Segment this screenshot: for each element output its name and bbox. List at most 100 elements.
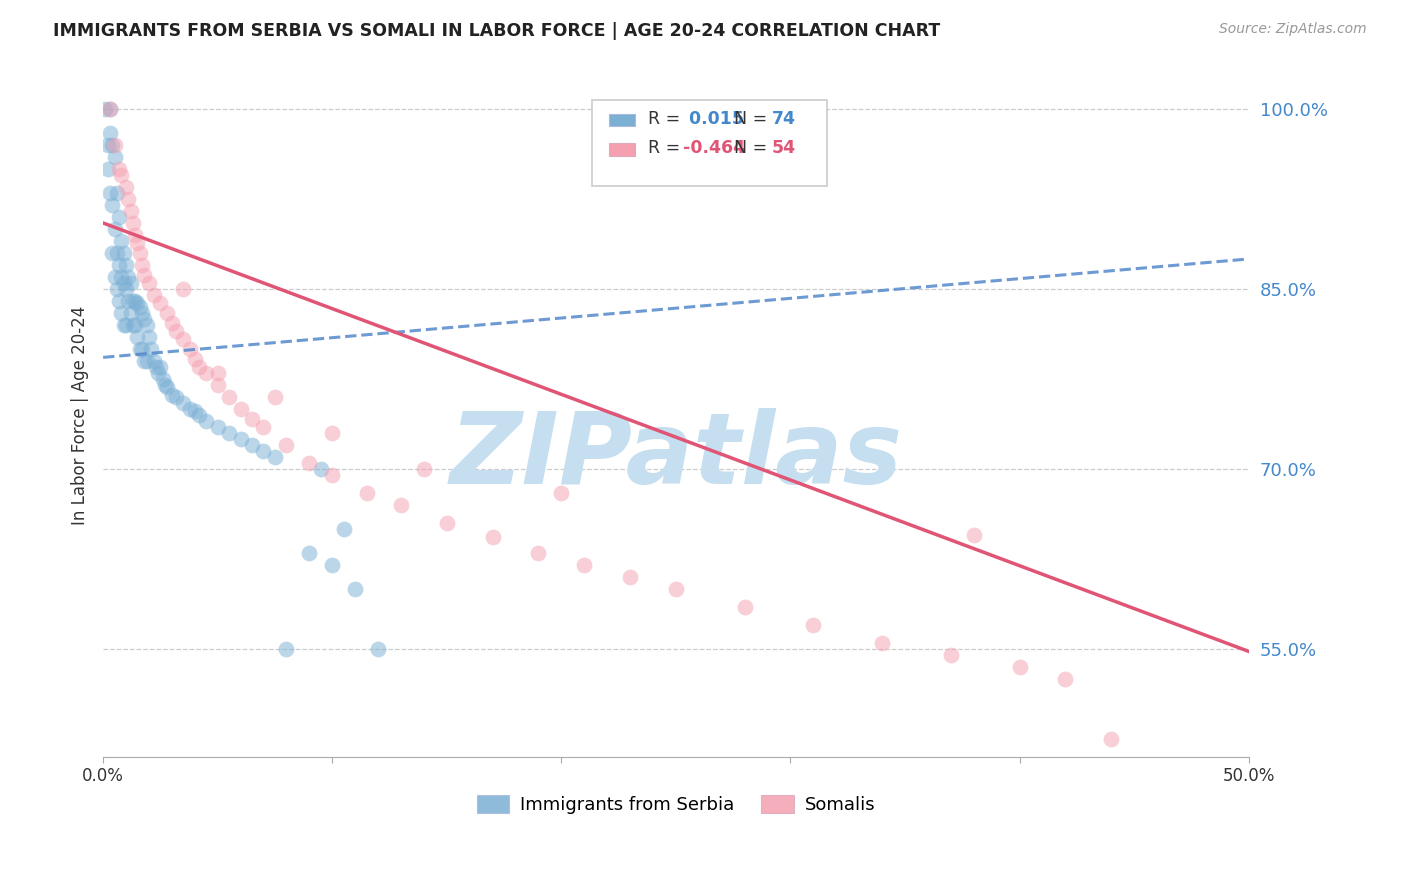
Point (481, 530, 503, 544)
Point (801, 618, 824, 632)
Point (98, 102, 121, 116)
Point (156, 306, 179, 320)
Point (110, 270, 132, 285)
Point (112, 276, 135, 290)
Point (138, 330, 160, 344)
Point (141, 342, 163, 356)
Point (665, 582, 688, 596)
Point (134, 354, 156, 368)
Point (112, 246, 135, 260)
Text: R =: R = (648, 110, 686, 128)
Point (321, 558, 343, 572)
Point (94, 102, 117, 116)
Point (527, 546, 550, 560)
Point (108, 258, 131, 272)
Point (131, 342, 153, 356)
Point (1054, 672, 1077, 686)
Point (153, 378, 176, 392)
Point (127, 330, 149, 344)
Point (229, 401, 252, 416)
Point (131, 306, 153, 320)
Point (117, 293, 139, 308)
Point (184, 404, 207, 418)
Point (145, 359, 167, 374)
Point (120, 204, 142, 219)
Point (115, 282, 138, 296)
Point (149, 296, 172, 310)
Text: N =: N = (734, 139, 773, 157)
Point (110, 168, 132, 182)
Text: 54: 54 (772, 139, 796, 157)
Point (218, 425, 240, 440)
Point (172, 332, 194, 346)
Point (98, 186, 121, 200)
Point (120, 306, 142, 320)
Point (939, 648, 962, 662)
Point (160, 387, 183, 401)
Point (298, 546, 321, 560)
Point (138, 276, 160, 290)
Text: 0.015: 0.015 (683, 110, 744, 128)
Point (122, 318, 145, 332)
Point (412, 462, 434, 476)
Text: R =: R = (648, 139, 686, 157)
Point (240, 411, 263, 425)
Point (108, 210, 131, 224)
Point (135, 354, 157, 368)
Point (103, 150, 125, 164)
Point (574, 558, 596, 572)
Point (134, 312, 156, 326)
Point (101, 198, 124, 212)
Point (110, 234, 132, 248)
Point (103, 270, 125, 285)
Point (188, 359, 211, 374)
Point (188, 408, 211, 422)
Point (264, 390, 287, 404)
Point (179, 401, 201, 416)
Point (332, 522, 354, 536)
FancyBboxPatch shape (609, 143, 634, 156)
Point (276, 642, 298, 657)
Point (172, 396, 194, 410)
Point (97, 138, 120, 153)
FancyBboxPatch shape (592, 100, 827, 186)
Point (344, 582, 367, 596)
Point (128, 342, 150, 356)
Point (229, 432, 252, 446)
Point (218, 390, 240, 404)
Point (165, 324, 187, 338)
Point (124, 227, 146, 242)
Point (105, 186, 128, 200)
Point (195, 366, 218, 380)
Point (436, 516, 458, 530)
Point (110, 306, 132, 320)
Point (105, 246, 128, 260)
Point (356, 486, 378, 500)
Point (240, 438, 263, 452)
Point (321, 425, 343, 440)
Point (127, 236, 149, 251)
Point (152, 372, 174, 386)
Text: 74: 74 (772, 110, 796, 128)
Text: ZIPatlas: ZIPatlas (450, 408, 903, 505)
Point (619, 570, 641, 584)
Point (97, 161, 120, 176)
Point (550, 486, 572, 500)
Point (142, 354, 165, 368)
Point (98, 102, 121, 116)
Point (112, 318, 135, 332)
Point (120, 276, 142, 290)
Point (309, 462, 332, 476)
Point (172, 282, 194, 296)
Point (98, 126, 121, 140)
Point (115, 258, 138, 272)
Point (146, 366, 169, 380)
Point (127, 296, 149, 310)
Point (105, 282, 128, 296)
Point (165, 390, 187, 404)
Point (103, 222, 125, 236)
Point (101, 138, 124, 153)
Point (122, 216, 145, 230)
Point (135, 318, 157, 332)
Point (252, 420, 274, 434)
